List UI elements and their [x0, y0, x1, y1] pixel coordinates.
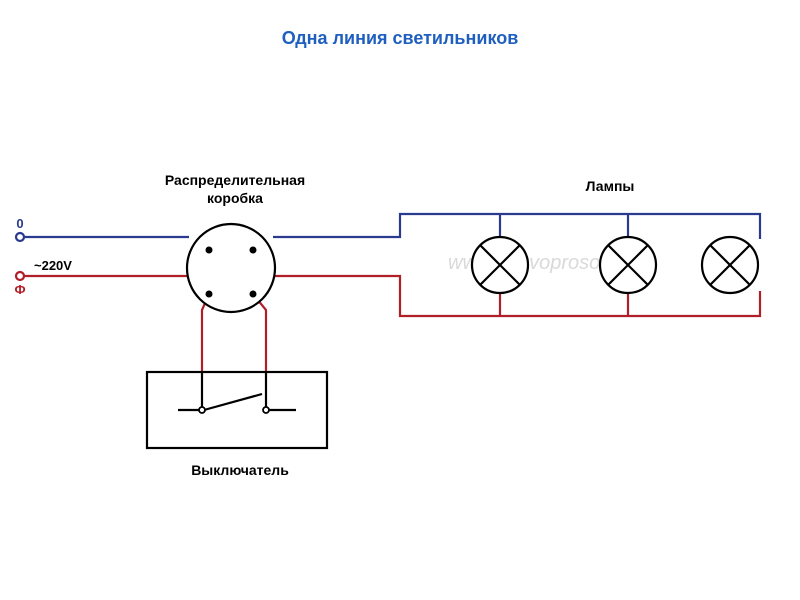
jbox-dot-tr [250, 247, 257, 254]
jbox-dot-tl [206, 247, 213, 254]
lamp-2 [600, 237, 656, 293]
lamp-3 [702, 237, 758, 293]
junction-box [187, 224, 275, 312]
switch-terminal-left [199, 407, 205, 413]
switch-box [147, 372, 327, 448]
circuit-svg [0, 0, 800, 600]
jbox-dot-bl [206, 291, 213, 298]
jbox-dot-br [250, 291, 257, 298]
lamp-1 [472, 237, 528, 293]
neutral-wire-bus [273, 214, 760, 239]
switch-terminal-right [263, 407, 269, 413]
neutral-terminal [16, 233, 24, 241]
phase-terminal [16, 272, 24, 280]
